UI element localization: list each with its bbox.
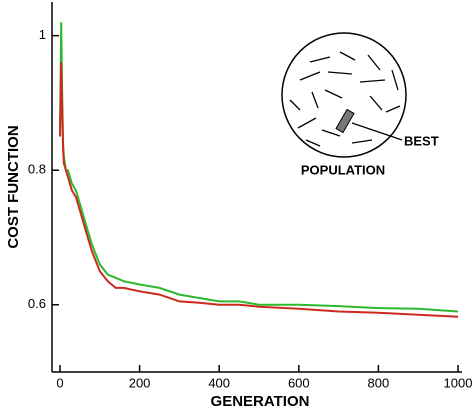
population-label: POPULATION xyxy=(301,162,385,177)
x-tick-label: 200 xyxy=(129,375,151,390)
x-axis-label: GENERATION xyxy=(211,393,310,410)
x-tick-label: 0 xyxy=(56,375,63,390)
y-axis-label: COST FUNCTION xyxy=(5,125,22,248)
x-tick-label: 800 xyxy=(368,375,390,390)
y-tick-label: 0.6 xyxy=(28,296,46,311)
x-tick-label: 400 xyxy=(208,375,230,390)
x-tick-label: 600 xyxy=(288,375,310,390)
population-inset xyxy=(281,32,407,158)
x-tick-label: 1000 xyxy=(444,375,473,390)
series-line xyxy=(59,62,459,318)
y-tick-label: 1 xyxy=(39,27,46,42)
best-label: BEST xyxy=(404,133,439,148)
y-tick-label: 0.8 xyxy=(28,162,46,177)
